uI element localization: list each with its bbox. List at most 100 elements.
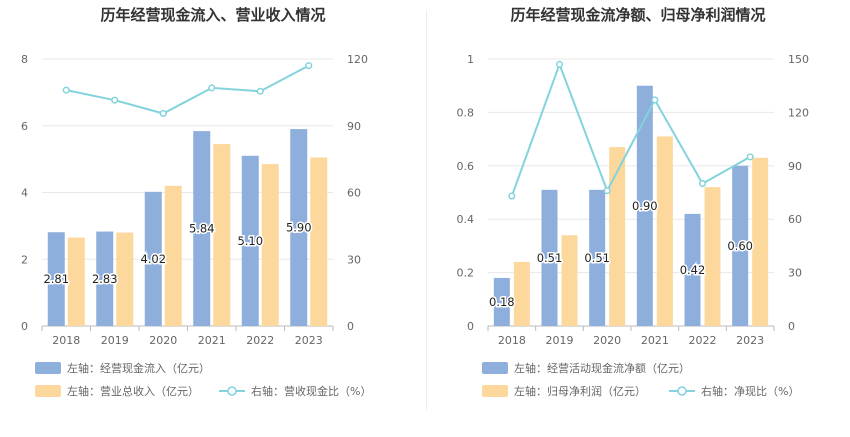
y-left-tick-label: 0.4 bbox=[457, 213, 475, 226]
y-right-tick-label: 90 bbox=[347, 120, 361, 133]
line-point bbox=[256, 87, 264, 95]
legend-swatch bbox=[482, 362, 508, 374]
legend-swatch bbox=[482, 385, 508, 397]
x-tick-label: 2018 bbox=[498, 334, 526, 347]
data-label: 5.84 bbox=[189, 222, 215, 236]
y-left-tick-label: 0.8 bbox=[457, 106, 475, 119]
legend-label: 左轴：经营现金流入（亿元） bbox=[67, 361, 210, 375]
data-label: 0.51 bbox=[537, 251, 563, 265]
y-right-tick-label: 90 bbox=[788, 160, 802, 173]
data-label: 2.81 bbox=[43, 272, 69, 286]
legend-swatch bbox=[35, 362, 61, 374]
bar-left-series bbox=[144, 191, 162, 326]
bar-right-series bbox=[261, 164, 279, 326]
bar-left-series bbox=[47, 232, 65, 326]
x-tick-label: 2021 bbox=[641, 334, 669, 347]
y-right-tick-label: 150 bbox=[788, 53, 809, 66]
x-tick-label: 2019 bbox=[546, 334, 574, 347]
bar-left-series bbox=[732, 165, 749, 326]
y-right-tick-label: 120 bbox=[347, 53, 368, 66]
legend-label: 左轴：营业总收入（亿元） bbox=[67, 384, 199, 398]
y-left-tick-label: 0.6 bbox=[457, 160, 475, 173]
legend-label: 右轴：净现比（%） bbox=[701, 384, 799, 398]
line-point bbox=[746, 153, 754, 161]
bar-right-series bbox=[656, 136, 673, 326]
bar-right-series bbox=[213, 144, 231, 326]
bar-right-series bbox=[116, 232, 134, 326]
y-right-tick-label: 30 bbox=[788, 267, 802, 280]
y-left-tick-label: 2 bbox=[21, 253, 28, 266]
data-label: 0.51 bbox=[584, 251, 610, 265]
x-tick-label: 2019 bbox=[101, 334, 129, 347]
data-label: 0.60 bbox=[727, 239, 753, 253]
line-point bbox=[305, 62, 313, 70]
y-right-tick-label: 120 bbox=[788, 106, 809, 119]
data-label: 0.90 bbox=[632, 199, 658, 213]
bar-right-series bbox=[609, 147, 626, 326]
line-point bbox=[111, 96, 119, 104]
line-point bbox=[603, 187, 611, 195]
bar-right-series bbox=[164, 185, 182, 326]
x-tick-label: 2022 bbox=[246, 334, 274, 347]
x-tick-label: 2018 bbox=[52, 334, 80, 347]
x-tick-label: 2021 bbox=[198, 334, 226, 347]
legend-label: 左轴：归母净利润（亿元） bbox=[514, 384, 646, 398]
bar-right-series bbox=[67, 237, 85, 326]
line-series bbox=[66, 64, 310, 115]
line-point bbox=[208, 84, 216, 92]
legend-label: 左轴：经营活动现金流净额（亿元） bbox=[514, 361, 690, 375]
chart-right: 历年经营现金流净额、归母净利润情况 0 0.2 0.4 0.6 0.8 1 0 30 60 90 12… bbox=[457, 6, 810, 398]
bar-right-series bbox=[310, 157, 328, 326]
y-right-tick-label: 60 bbox=[788, 213, 802, 226]
y-right-tick-label: 30 bbox=[347, 253, 361, 266]
chart-left: 历年经营现金流入、营业收入情况 0 2 4 6 8 0 30 60 90 120 2018 2019 20… bbox=[21, 6, 371, 398]
bar-left-series bbox=[589, 189, 606, 326]
x-tick-label: 2020 bbox=[149, 334, 177, 347]
chart-divider bbox=[426, 10, 427, 410]
bar-left-series bbox=[493, 277, 510, 326]
bar-right-series bbox=[513, 261, 530, 326]
data-label: 2.83 bbox=[92, 272, 118, 286]
data-label: 0.42 bbox=[680, 263, 706, 277]
y-right-tick-label: 0 bbox=[788, 320, 795, 333]
bar-left-series bbox=[241, 155, 259, 326]
bar-left-series bbox=[541, 189, 558, 326]
line-point bbox=[555, 60, 564, 68]
line-point bbox=[159, 109, 167, 118]
line-point bbox=[508, 192, 516, 200]
bar-left-series bbox=[290, 129, 308, 326]
y-left-tick-label: 1 bbox=[467, 53, 474, 66]
legend-label: 右轴：营收现金比（%） bbox=[251, 384, 371, 398]
data-label: 0.18 bbox=[489, 295, 515, 309]
y-left-tick-label: 6 bbox=[21, 120, 28, 133]
bar-right-series bbox=[561, 235, 578, 326]
data-label: 5.10 bbox=[237, 234, 263, 248]
chart-title: 历年经营现金流净额、归母净利润情况 bbox=[510, 6, 765, 24]
bar-left-series bbox=[684, 213, 701, 326]
line-series bbox=[510, 61, 751, 197]
bar-right-series bbox=[704, 187, 721, 326]
chart-title: 历年经营现金流入、营业收入情况 bbox=[100, 6, 325, 24]
data-label: 4.02 bbox=[140, 252, 166, 266]
bar-left-series bbox=[193, 131, 211, 326]
line-point bbox=[651, 96, 659, 104]
line-point bbox=[62, 86, 70, 94]
line-point bbox=[698, 180, 707, 188]
bar-left-series bbox=[636, 85, 653, 326]
legend-swatch-marker bbox=[677, 386, 687, 396]
y-left-tick-label: 0 bbox=[467, 320, 474, 333]
y-left-tick-label: 4 bbox=[21, 187, 28, 200]
x-tick-label: 2023 bbox=[736, 334, 764, 347]
x-tick-label: 2023 bbox=[295, 334, 323, 347]
y-left-tick-label: 0.2 bbox=[457, 267, 475, 280]
y-right-tick-label: 60 bbox=[347, 187, 361, 200]
bar-left-series bbox=[96, 231, 114, 326]
x-tick-label: 2022 bbox=[689, 334, 717, 347]
data-label: 5.90 bbox=[286, 221, 312, 235]
legend-swatch bbox=[35, 385, 61, 397]
bar-right-series bbox=[752, 157, 769, 326]
y-right-tick-label: 0 bbox=[347, 320, 354, 333]
x-tick-label: 2020 bbox=[593, 334, 621, 347]
y-left-tick-label: 0 bbox=[21, 320, 28, 333]
